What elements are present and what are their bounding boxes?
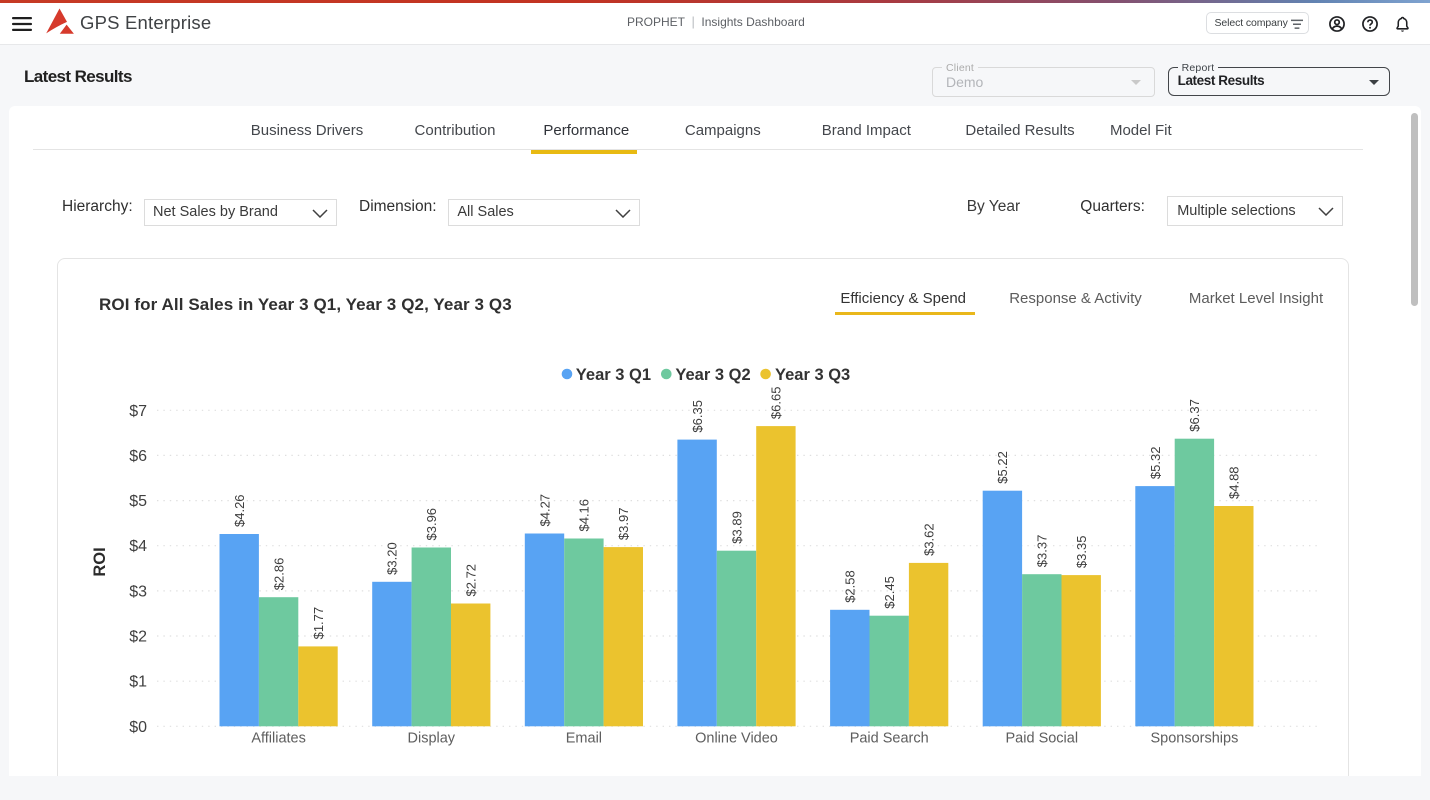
svg-text:$3.89: $3.89 xyxy=(729,511,744,544)
svg-text:$4: $4 xyxy=(129,538,147,555)
svg-text:$6: $6 xyxy=(129,448,147,465)
svg-text:$3.35: $3.35 xyxy=(1074,536,1089,569)
svg-text:$1: $1 xyxy=(129,674,147,691)
svg-text:$5.22: $5.22 xyxy=(995,451,1010,484)
svg-text:$3.62: $3.62 xyxy=(921,523,936,556)
svg-text:$5: $5 xyxy=(129,493,147,510)
svg-text:Sponsorships: Sponsorships xyxy=(1150,731,1238,747)
svg-text:$2.72: $2.72 xyxy=(464,564,479,597)
svg-text:$4.27: $4.27 xyxy=(537,494,552,527)
svg-text:$4.88: $4.88 xyxy=(1227,466,1242,499)
svg-text:$6.37: $6.37 xyxy=(1187,399,1202,432)
svg-text:$6.65: $6.65 xyxy=(769,387,784,420)
svg-text:Email: Email xyxy=(566,731,602,747)
svg-text:$3.37: $3.37 xyxy=(1035,535,1050,568)
svg-text:$4.26: $4.26 xyxy=(232,494,247,527)
svg-text:$2.86: $2.86 xyxy=(271,558,286,591)
svg-text:$3.20: $3.20 xyxy=(385,542,400,575)
svg-text:$2.58: $2.58 xyxy=(843,570,858,603)
svg-text:Paid Social: Paid Social xyxy=(1006,731,1079,747)
svg-text:$3: $3 xyxy=(129,583,147,600)
svg-text:Affiliates: Affiliates xyxy=(251,731,306,747)
svg-text:$6.35: $6.35 xyxy=(690,400,705,433)
svg-text:Year 3 Q2: Year 3 Q2 xyxy=(675,366,750,384)
svg-text:ROI: ROI xyxy=(91,547,109,576)
svg-text:$1.77: $1.77 xyxy=(311,607,326,640)
svg-text:Paid Search: Paid Search xyxy=(850,731,929,747)
svg-text:$0: $0 xyxy=(129,719,147,736)
svg-text:$7: $7 xyxy=(129,403,147,420)
svg-text:$3.96: $3.96 xyxy=(424,508,439,541)
svg-text:$2.45: $2.45 xyxy=(882,576,897,609)
svg-text:$2: $2 xyxy=(129,629,147,646)
svg-text:Display: Display xyxy=(408,731,456,747)
svg-text:$3.97: $3.97 xyxy=(616,508,631,541)
svg-text:Online Video: Online Video xyxy=(695,731,778,747)
svg-text:Year 3 Q3: Year 3 Q3 xyxy=(775,366,850,384)
svg-text:$5.32: $5.32 xyxy=(1148,447,1163,480)
svg-text:Year 3 Q1: Year 3 Q1 xyxy=(576,366,651,384)
svg-text:$4.16: $4.16 xyxy=(577,499,592,532)
